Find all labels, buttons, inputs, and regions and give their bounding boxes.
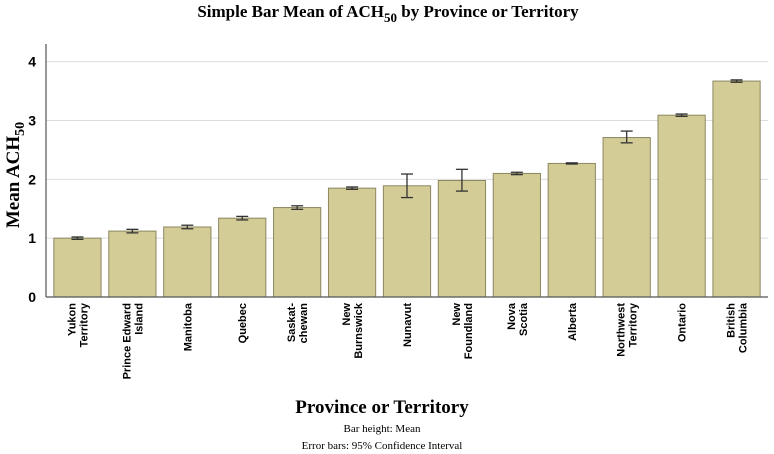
bar-7: [437, 180, 487, 298]
bar-4: [273, 207, 322, 298]
axes: [45, 44, 768, 298]
x-tick-label: BritishColumbia: [726, 302, 750, 353]
error-bar-9: [565, 162, 578, 165]
y-tick-label: 1: [28, 230, 36, 246]
x-tick-label: NewBurnswick: [341, 302, 365, 359]
y-tick-label: 3: [28, 112, 36, 128]
bar-2: [163, 226, 212, 298]
x-tick-labels: YukonTerritory Prince EdwardIsland Manitob…: [66, 302, 749, 379]
chart-title: Simple Bar Mean of ACH50 by Province or …: [197, 2, 579, 25]
bar-1: [108, 230, 157, 298]
bar-6: [382, 185, 432, 298]
bar-8: [492, 172, 541, 298]
error-bar-2: [181, 224, 194, 230]
bar-0: [53, 237, 102, 298]
error-bar-11: [675, 113, 688, 118]
error-bar-3: [236, 215, 249, 221]
error-bars: [71, 79, 743, 240]
y-tick-labels: 0 1 2 3 4: [28, 54, 36, 305]
y-axis-title: Mean ACH50: [3, 122, 28, 228]
bar-12: [712, 80, 761, 298]
x-tick-label: Quebec: [237, 303, 249, 343]
y-tick-label: 4: [28, 54, 36, 70]
bars: [53, 80, 761, 298]
error-bar-7: [455, 168, 468, 192]
y-tick-label: 2: [28, 171, 36, 187]
x-tick-label: NewFoundland: [451, 303, 475, 360]
x-tick-label: NovaScotia: [506, 302, 530, 336]
x-tick-label: Nunavut: [402, 303, 414, 347]
x-tick-label: Ontario: [677, 303, 689, 342]
error-bar-10: [620, 130, 633, 144]
error-bar-12: [730, 79, 743, 83]
error-bar-4: [291, 205, 304, 210]
x-tick-label: Manitoba: [182, 302, 194, 351]
error-bar-6: [401, 173, 413, 199]
x-tick-label: Alberta: [567, 302, 579, 341]
x-tick-label: NorthwestTerritory: [616, 302, 640, 357]
bar-5: [327, 187, 377, 298]
x-tick-label: Prince EdwardIsland: [121, 303, 145, 379]
y-tick-label: 0: [28, 289, 36, 305]
bar-10: [602, 137, 651, 298]
bar-9: [547, 162, 596, 298]
x-tick-label: Saskat-chewan: [286, 303, 310, 344]
footnote-error-bars: Error bars: 95% Confidence Interval: [302, 440, 463, 452]
error-bar-1: [126, 228, 139, 234]
x-tick-label: YukonTerritory: [66, 302, 90, 347]
error-bar-0: [71, 236, 84, 240]
error-bar-5: [346, 186, 359, 190]
bar-3: [218, 217, 267, 298]
x-axis-title: Province or Territory: [295, 397, 469, 418]
error-bar-8: [510, 171, 523, 176]
footnote-bar-height: Bar height: Mean: [344, 423, 421, 435]
bar-11: [657, 114, 706, 298]
